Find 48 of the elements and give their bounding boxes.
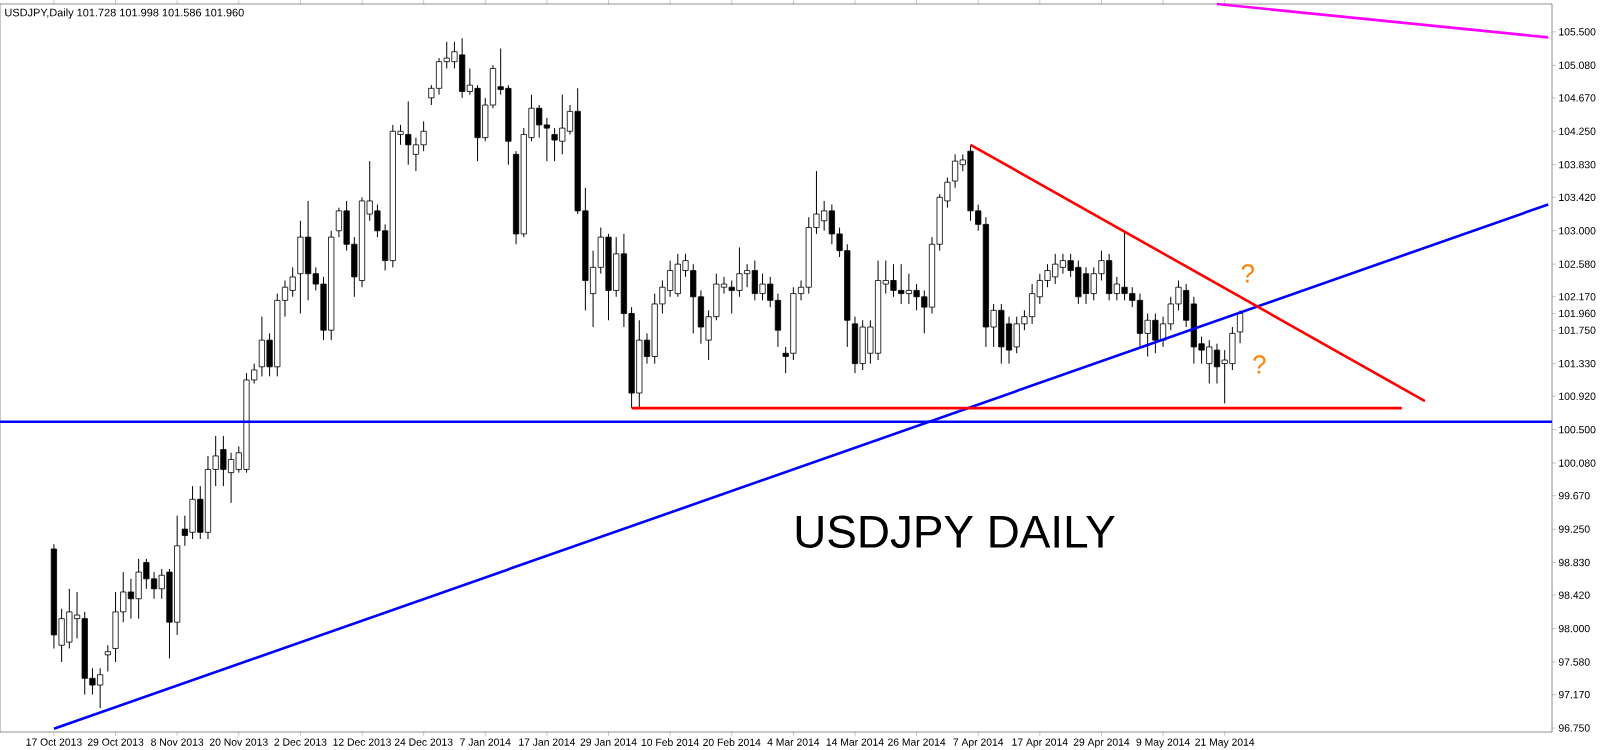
annotation: USDJPY DAILY [796,515,1115,549]
candlestick [258,316,265,377]
candlestick [189,485,196,540]
candlestick [305,200,312,301]
annotation: ? [1241,264,1255,283]
annotation: ? [1253,355,1266,374]
candlestick [435,57,443,96]
candlestick [667,260,674,298]
candlestick [66,588,73,649]
candlestick [1059,253,1067,275]
candlestick [674,253,681,298]
candlestick [1152,312,1159,354]
candlestick [112,591,119,663]
candlestick [1082,266,1090,305]
candlestick [412,137,420,172]
candlestick [859,319,866,371]
candlestick [1052,253,1059,285]
candlestick [297,220,304,314]
candlestick [905,273,912,305]
candlestick [1136,293,1144,348]
candlestick [1106,253,1113,301]
candlestick [1005,316,1013,365]
candlestick [744,263,751,288]
candlestick [127,578,135,620]
candlestick [736,246,743,298]
candlestick [898,263,905,305]
candlestick [1213,343,1221,385]
candlestick [104,644,111,673]
candlestick [1075,260,1082,305]
candlestick [559,94,566,155]
candlestick [998,303,1005,365]
candlestick [1206,339,1213,385]
candlestick [1121,230,1128,301]
candlestick [135,558,142,620]
candlestick [728,279,735,314]
candlestick [1190,296,1197,365]
candlestick [405,100,412,166]
candlestick [751,260,758,301]
candlestick [227,452,235,504]
candlestick [821,200,828,232]
candlestick [1013,316,1020,354]
candlestick [890,263,897,298]
candlestick [97,667,104,709]
candlestick [828,203,835,245]
candlestick [759,273,766,301]
candlestick [459,37,466,99]
candlestick [1029,283,1036,325]
candlestick [1090,266,1097,301]
